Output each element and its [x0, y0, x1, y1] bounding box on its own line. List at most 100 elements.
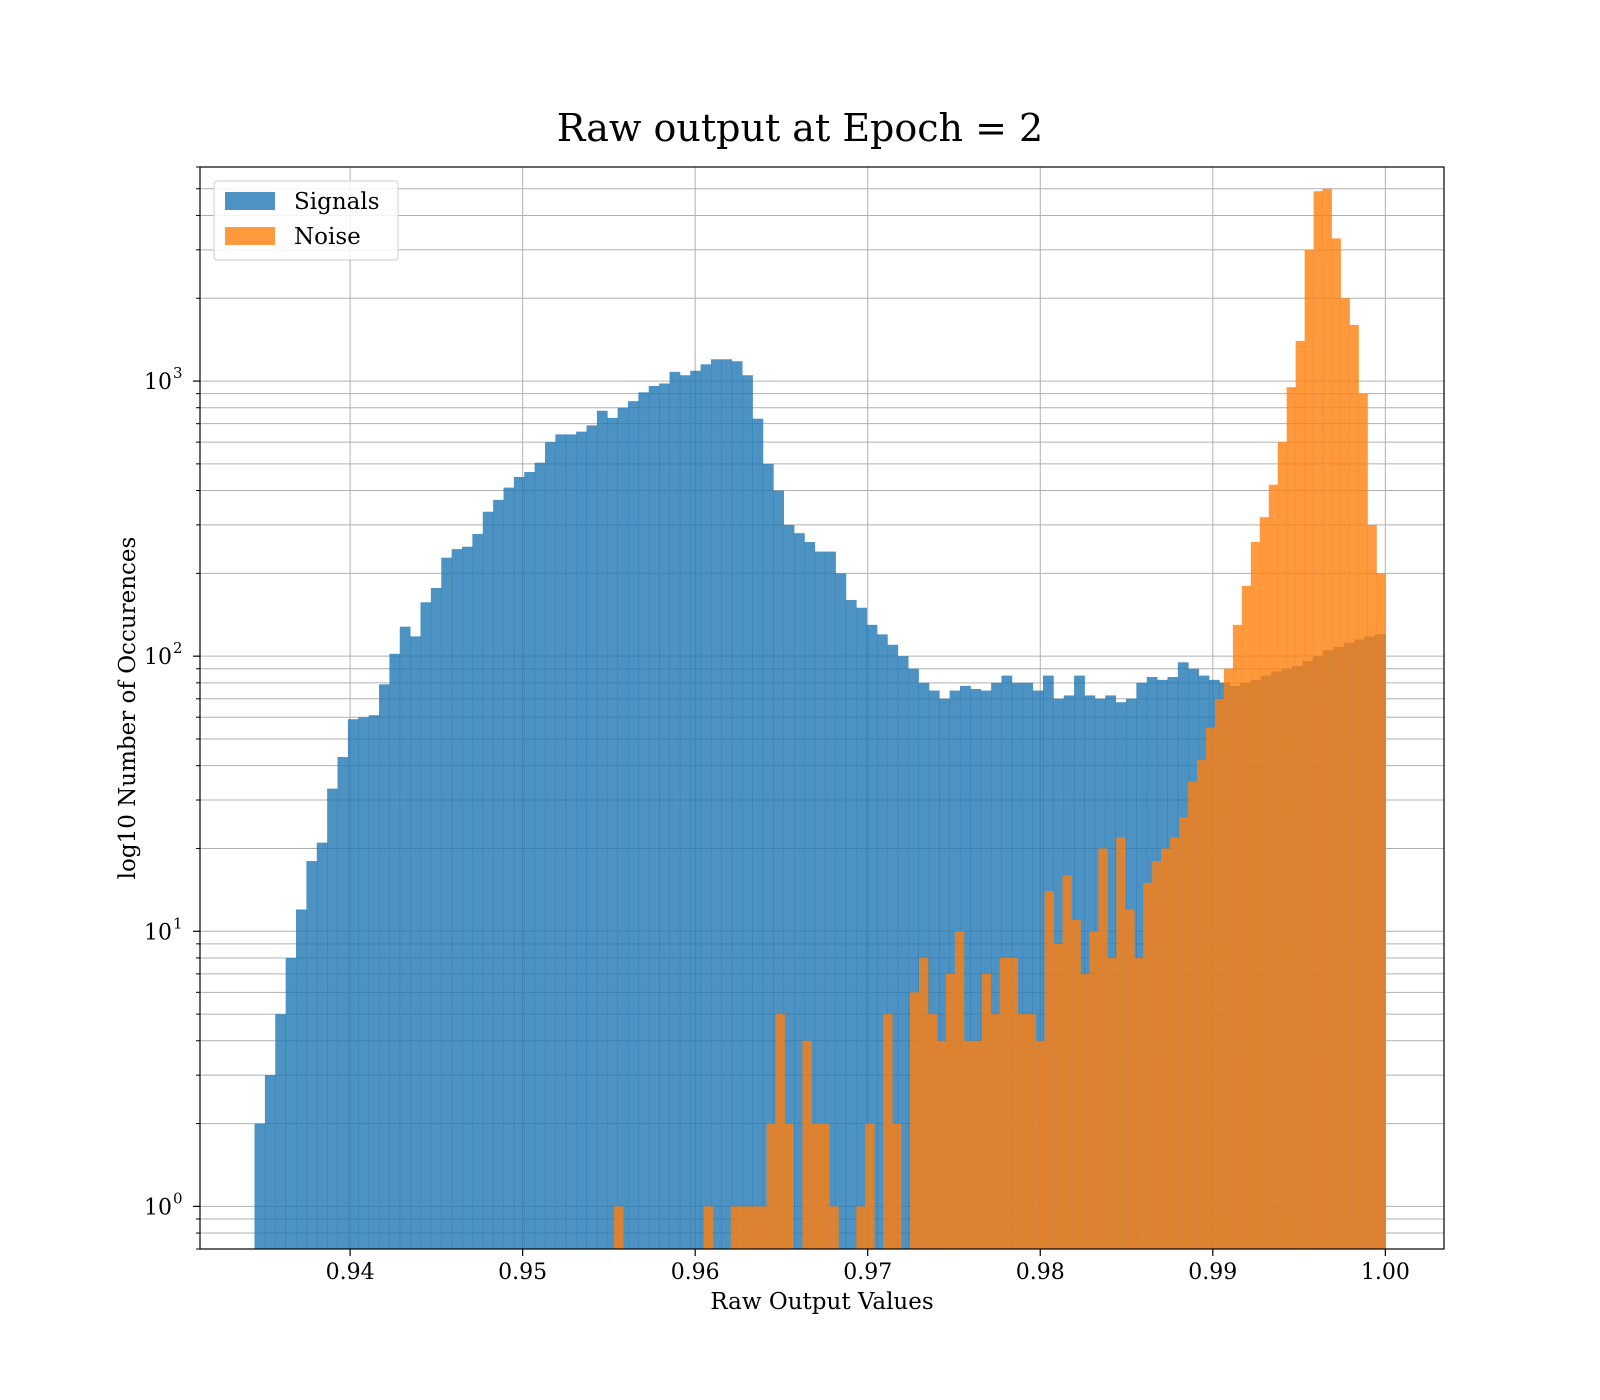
signals-bar-35 [617, 407, 629, 1249]
noise-bar-63 [1179, 817, 1189, 1249]
legend: Signals Noise [213, 180, 399, 261]
signals-bar-74 [1022, 682, 1034, 1249]
signals-bar-51 [783, 524, 795, 1249]
noise-bar-37 [945, 973, 956, 1249]
x-tick-label-5: 0.99 [1188, 1260, 1237, 1285]
noise-bar-83 [1358, 393, 1368, 1249]
signals-bar-30 [565, 434, 577, 1249]
chart-title: Raw output at Epoch = 2 [557, 106, 1043, 150]
signals-bar-2 [275, 1014, 287, 1249]
noise-bar-58 [1134, 957, 1144, 1249]
noise-bar-36 [936, 1040, 947, 1249]
noise-bar-54 [1098, 848, 1108, 1249]
signals-bar-3 [285, 957, 297, 1249]
y-tick-label-0: 10 [144, 1195, 172, 1220]
signals-bar-5 [306, 861, 318, 1249]
signals-bar-50 [773, 490, 785, 1249]
noise-bar-31 [892, 1123, 902, 1249]
noise-bar-52 [1080, 973, 1090, 1249]
signals-bar-56 [835, 573, 847, 1249]
signals-bar-63 [908, 668, 919, 1249]
signals-bar-26 [524, 472, 536, 1249]
signals-bar-52 [793, 533, 805, 1249]
signals-bar-12 [379, 684, 390, 1249]
x-tick-label-2: 0.96 [671, 1260, 720, 1285]
noise-bar-21 [802, 1040, 812, 1249]
signals-bar-58 [856, 607, 868, 1249]
signals-bar-17 [430, 587, 442, 1249]
noise-bar-82 [1349, 324, 1359, 1250]
y-tick-exponent-3: 3 [173, 364, 183, 382]
noise-bar-74 [1277, 442, 1288, 1249]
noise-bar-10 [703, 1206, 714, 1249]
noise-bar-30 [883, 1014, 893, 1249]
noise-bar-39 [963, 1040, 974, 1249]
noise-bar-75 [1286, 387, 1297, 1249]
noise-bar-47 [1035, 1040, 1045, 1249]
signals-bar-21 [472, 534, 484, 1249]
signals-bar-53 [804, 542, 816, 1249]
x-tick-label-6: 1.00 [1361, 1260, 1410, 1285]
signals-bar-19 [451, 549, 463, 1249]
signals-bar-32 [586, 425, 598, 1249]
signals-bar-18 [441, 557, 453, 1249]
noise-bar-23 [820, 1123, 830, 1249]
noise-bar-35 [927, 1014, 938, 1249]
signals-bar-69 [970, 688, 982, 1249]
noise-bar-13 [730, 1206, 741, 1249]
noise-bar-17 [766, 1123, 776, 1249]
noise-bar-40 [972, 1040, 983, 1249]
legend-swatch-signals [225, 192, 275, 210]
noise-bar-33 [910, 992, 920, 1249]
signals-bar-13 [389, 653, 401, 1249]
noise-bar-66 [1205, 727, 1216, 1249]
noise-bar-55 [1107, 957, 1117, 1249]
signals-bar-55 [825, 551, 836, 1249]
signals-bar-65 [928, 690, 940, 1249]
legend-label-noise: Noise [294, 224, 361, 250]
signals-bar-54 [814, 551, 826, 1249]
signals-bar-49 [762, 463, 774, 1249]
signals-bar-44 [710, 359, 722, 1249]
signals-bar-70 [980, 690, 992, 1249]
signals-bar-9 [347, 719, 359, 1249]
signals-bar-37 [638, 392, 650, 1249]
noise-bar-43 [999, 957, 1010, 1249]
signals-bar-66 [939, 698, 951, 1249]
noise-bar-53 [1089, 931, 1099, 1249]
noise-bar-56 [1116, 837, 1126, 1249]
signals-bar-8 [337, 757, 349, 1249]
signals-bar-38 [648, 385, 660, 1249]
signals-bar-10 [358, 717, 370, 1249]
noise-bar-85 [1376, 573, 1386, 1249]
noise-bar-19 [784, 1123, 794, 1249]
noise-bar-51 [1071, 919, 1081, 1249]
signals-bar-41 [679, 375, 691, 1249]
noise-bar-70 [1241, 585, 1252, 1249]
signals-bar-48 [752, 418, 764, 1250]
signals-bar-46 [731, 361, 743, 1249]
signals-bar-28 [545, 442, 556, 1249]
signals-bar-22 [482, 511, 494, 1250]
noise-bar-22 [811, 1123, 821, 1249]
noise-bar-0 [614, 1206, 624, 1249]
signals-bar-34 [607, 417, 619, 1249]
signals-bar-60 [876, 634, 888, 1249]
signals-bar-24 [503, 487, 515, 1249]
noise-bar-72 [1259, 517, 1270, 1249]
signals-bar-1 [264, 1075, 276, 1249]
noise-bar-73 [1268, 484, 1279, 1250]
noise-bar-79 [1322, 188, 1332, 1250]
y-tick-label-1: 10 [144, 920, 172, 945]
signals-bar-39 [659, 383, 670, 1249]
x-tick-label-0: 0.94 [326, 1260, 375, 1285]
y-tick-exponent-2: 2 [173, 639, 183, 657]
noise-bar-81 [1340, 298, 1350, 1249]
noise-bar-28 [865, 1123, 875, 1249]
noise-bar-69 [1232, 624, 1243, 1249]
signals-bar-7 [327, 788, 338, 1249]
noise-bar-62 [1170, 837, 1180, 1249]
noise-bar-48 [1044, 891, 1054, 1249]
noise-bar-67 [1214, 698, 1225, 1249]
